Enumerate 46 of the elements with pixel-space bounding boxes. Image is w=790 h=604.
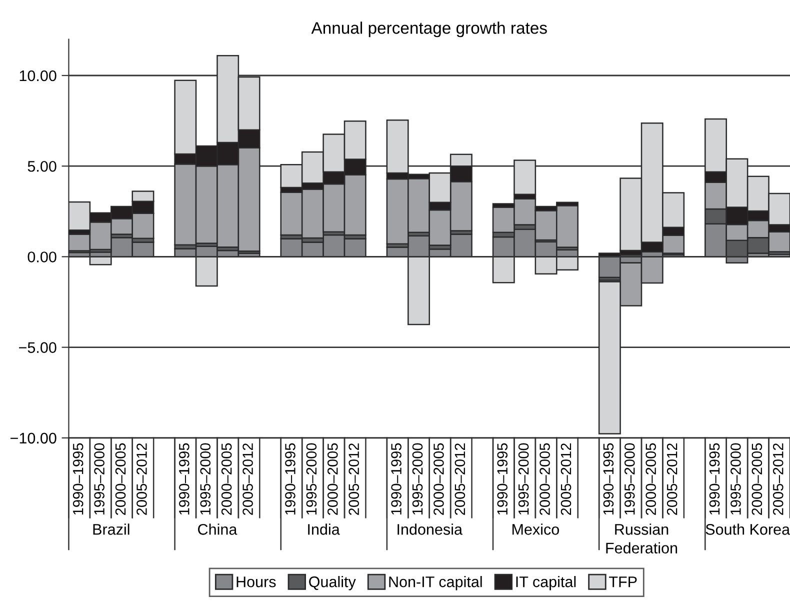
x-tick-label: 1995–2000 xyxy=(306,443,317,515)
x-tick-label: 2005–2012 xyxy=(772,443,784,515)
x-tick-label: 1995–2000 xyxy=(94,443,104,515)
x-tick-label: 1990–1995 xyxy=(72,443,84,515)
y-tick-label: 0.00 xyxy=(28,252,56,262)
x-tick-label: 1990–1995 xyxy=(603,443,614,515)
legend-label: TFP xyxy=(609,576,637,588)
x-tick-label: 1995–2000 xyxy=(412,443,423,515)
x-tick-label: 2000–2005 xyxy=(327,443,338,515)
x-tick-label: 2005–2012 xyxy=(242,443,253,515)
x-tick-label: 1995–2000 xyxy=(518,443,529,515)
legend-label: Quality xyxy=(309,576,356,590)
text: Indonesia xyxy=(398,524,462,535)
x-tick-label: 2000–2005 xyxy=(752,443,762,515)
x-tick-label: 2000–2005 xyxy=(434,443,444,515)
x-tick-label: 1990–1995 xyxy=(391,443,402,515)
x-tick-label: 2005–2012 xyxy=(454,443,466,515)
x-tick-label: 1995–2000 xyxy=(730,443,741,515)
x-tick-label: 1995–2000 xyxy=(624,443,635,515)
y-tick-label: 10.00 xyxy=(20,70,56,82)
x-tick-label: 2000–2005 xyxy=(221,443,232,515)
x-tick-label: 1995–2000 xyxy=(200,443,211,515)
x-tick-label: 2005–2012 xyxy=(136,443,147,515)
x-tick-label: 1990–1995 xyxy=(709,443,720,515)
text: Russian Federation xyxy=(606,524,678,554)
x-tick-label: 1990–1995 xyxy=(178,443,190,515)
x-tick-label: 1990–1995 xyxy=(497,443,508,515)
text: Brazil xyxy=(93,524,130,535)
x-tick-label: 2000–2005 xyxy=(540,443,550,515)
text: Mexico xyxy=(512,524,559,535)
text: South Korea xyxy=(706,524,790,535)
x-tick-label: 2005–2012 xyxy=(348,443,360,515)
chart-title: Annual percentage growth rates xyxy=(311,22,547,38)
y-tick-label: 5.00 xyxy=(28,160,56,172)
x-tick-label: 2005–2012 xyxy=(666,443,678,515)
y-tick-label: −10.00 xyxy=(10,432,56,444)
x-tick-label: 2000–2005 xyxy=(646,443,656,515)
x-tick-label: 2005–2012 xyxy=(560,443,572,515)
legend-label: Hours xyxy=(236,576,276,588)
legend-label: Non-IT capital xyxy=(389,576,482,590)
x-tick-label: 1990–1995 xyxy=(285,443,296,515)
y-tick-label: −5.00 xyxy=(19,342,56,353)
text: India xyxy=(308,524,340,535)
legend-label: IT capital xyxy=(516,576,576,590)
x-tick-label: 2000–2005 xyxy=(115,443,126,515)
text: China xyxy=(198,524,238,535)
